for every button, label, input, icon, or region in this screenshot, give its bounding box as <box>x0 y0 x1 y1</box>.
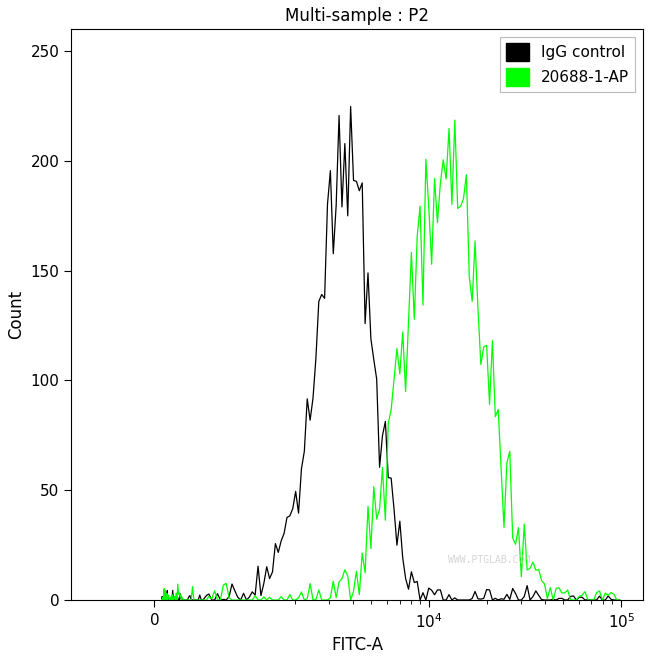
Text: WWW.PTGLAB.COM: WWW.PTGLAB.COM <box>447 555 530 565</box>
20688-1-AP <box>451 116 459 124</box>
Title: Multi-sample : P2: Multi-sample : P2 <box>285 7 429 25</box>
Line: IgG control: IgG control <box>162 106 619 600</box>
20688-1-AP <box>541 580 549 588</box>
Y-axis label: Count: Count <box>7 290 25 339</box>
20688-1-AP <box>300 596 308 604</box>
IgG control <box>338 203 346 211</box>
IgG control <box>304 395 311 403</box>
20688-1-AP <box>335 578 343 586</box>
IgG control <box>158 595 166 603</box>
IgG control <box>601 596 609 604</box>
20688-1-AP <box>158 596 166 604</box>
IgG control <box>346 102 354 110</box>
20688-1-AP <box>248 596 256 604</box>
IgG control <box>578 594 586 602</box>
20688-1-AP <box>575 592 583 600</box>
20688-1-AP <box>616 596 623 604</box>
Legend: IgG control, 20688-1-AP: IgG control, 20688-1-AP <box>500 37 636 92</box>
IgG control <box>159 596 166 604</box>
IgG control <box>543 596 551 604</box>
Line: 20688-1-AP: 20688-1-AP <box>162 120 619 600</box>
20688-1-AP <box>599 596 606 604</box>
IgG control <box>252 591 259 599</box>
IgG control <box>616 596 623 604</box>
X-axis label: FITC-A: FITC-A <box>331 636 383 654</box>
